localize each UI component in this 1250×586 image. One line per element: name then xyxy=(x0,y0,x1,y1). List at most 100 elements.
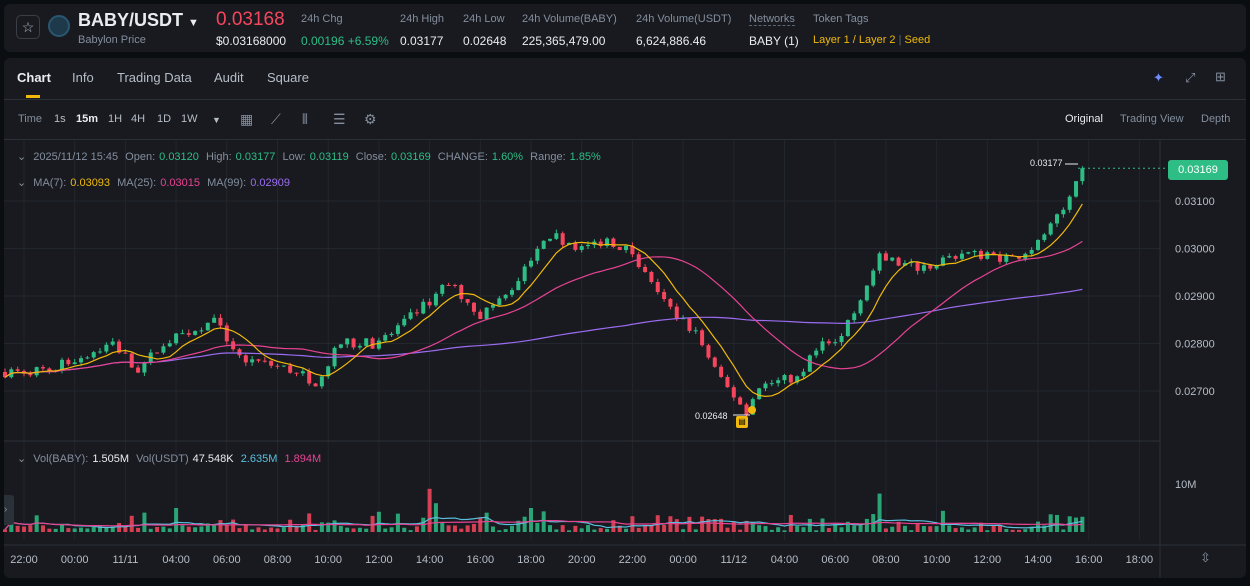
volume-bar xyxy=(490,526,495,532)
tag-seed[interactable]: Seed xyxy=(904,34,931,46)
pair-subtitle-link[interactable]: Babylon Price xyxy=(78,34,146,46)
candle-body xyxy=(649,271,654,283)
chevron-down-icon: ▼ xyxy=(188,17,199,29)
volume-bar xyxy=(243,524,248,532)
interval-1D[interactable]: 1D xyxy=(157,113,172,125)
side-panel-toggle[interactable]: › xyxy=(4,495,14,525)
candle-body xyxy=(136,367,141,373)
favorite-star-button[interactable]: ☆ xyxy=(16,15,40,39)
view-trading-view[interactable]: Trading View xyxy=(1120,113,1184,125)
volume-bar xyxy=(167,528,172,532)
vol-ma2-line xyxy=(4,519,1083,530)
ai-sparkle-icon[interactable]: ✦ xyxy=(1153,70,1164,85)
interval-15m[interactable]: 15m xyxy=(76,113,99,125)
candle-body xyxy=(440,284,445,294)
tag-layer[interactable]: Layer 1 / Layer 2 xyxy=(813,34,896,46)
candle-body xyxy=(624,245,629,251)
candle-body xyxy=(630,245,635,255)
calendar-icon[interactable]: ▦ xyxy=(240,111,254,127)
volume-bar xyxy=(471,524,476,532)
volume-bar xyxy=(1029,526,1034,532)
x-tick-label: 04:00 xyxy=(162,554,190,566)
candle-body xyxy=(997,254,1002,262)
collapse-chevron-icon[interactable]: ⌄ xyxy=(17,177,27,189)
volume-bar xyxy=(332,520,337,532)
tab-trading-data[interactable]: Trading Data xyxy=(117,70,192,85)
volume-bar xyxy=(573,525,578,532)
pair-selector[interactable]: BABY/USDT ▼ xyxy=(78,10,199,31)
collapse-chevron-icon[interactable]: ⌄ xyxy=(17,151,27,163)
volume-bar xyxy=(896,521,901,532)
x-tick-label: 12:00 xyxy=(365,554,393,566)
x-tick-label: 22:00 xyxy=(619,554,647,566)
x-tick-label: 11/11 xyxy=(112,554,138,566)
candle-body xyxy=(858,300,863,314)
gear-icon[interactable]: ⚙ xyxy=(364,111,377,127)
tab-info[interactable]: Info xyxy=(72,70,94,85)
candle-body xyxy=(357,345,362,348)
candle-body xyxy=(586,244,591,247)
x-tick-label: 12:00 xyxy=(974,554,1002,566)
candle-body xyxy=(883,253,888,261)
interval-1W[interactable]: 1W xyxy=(181,113,198,125)
x-tick-label: 16:00 xyxy=(1075,554,1103,566)
volume-bar xyxy=(326,522,331,532)
volume-bar xyxy=(605,528,610,532)
tab-square[interactable]: Square xyxy=(267,70,309,85)
change-value: 1.60% xyxy=(491,151,524,163)
interval-1H[interactable]: 1H xyxy=(108,113,123,125)
volume-bar xyxy=(484,512,489,532)
tab-audit[interactable]: Audit xyxy=(214,70,244,85)
layout-grid-icon[interactable]: ⊞ xyxy=(1215,69,1226,84)
candle-body xyxy=(687,318,692,331)
ma99-value: 0.02909 xyxy=(250,177,290,189)
volume-bar xyxy=(1042,525,1047,532)
candle-type-icon[interactable]: ⫴ xyxy=(302,111,308,127)
volume-bar xyxy=(674,519,679,532)
axis-autofit-icon[interactable]: ⇳ xyxy=(1200,550,1211,565)
candle-body xyxy=(1042,234,1047,240)
indicator-icon[interactable]: ⟋ xyxy=(271,111,281,127)
candle-body xyxy=(47,368,52,371)
view-depth[interactable]: Depth xyxy=(1201,113,1231,125)
interval-1s[interactable]: 1s xyxy=(54,113,66,125)
volume-bar xyxy=(1061,529,1066,532)
collapse-chevron-icon[interactable]: ⌄ xyxy=(17,453,27,465)
candle-body xyxy=(180,333,185,335)
legend-datetime: 2025/11/12 15:45 xyxy=(33,151,119,163)
stat-value[interactable]: BABY (1) xyxy=(749,34,799,48)
interval-4H[interactable]: 4H xyxy=(131,113,146,125)
candle-body xyxy=(991,252,996,255)
volume-legend: ⌄ Vol(BABY): 1.505M Vol(USDT) 47.548K 2.63… xyxy=(17,452,325,465)
candle-body xyxy=(953,256,958,259)
volume-bar xyxy=(877,493,882,532)
token-tags[interactable]: Layer 1 / Layer 2 | Seed xyxy=(813,34,930,46)
candle-body xyxy=(478,311,483,320)
close-value: 0.03169 xyxy=(390,151,431,163)
candle-body xyxy=(877,253,882,271)
candle-body xyxy=(839,336,844,343)
candle-body xyxy=(966,252,971,254)
candle-body xyxy=(218,317,223,326)
volume-bar xyxy=(522,516,527,532)
expand-icon[interactable]: ⤢ xyxy=(1185,70,1196,85)
volume-bar xyxy=(529,508,533,532)
volume-bar xyxy=(250,529,255,532)
candle-body xyxy=(256,359,261,361)
candle-body xyxy=(142,362,147,373)
more-intervals-dropdown[interactable]: ▼ xyxy=(212,115,221,125)
event-marker-icon[interactable]: ▤ xyxy=(736,416,748,428)
open-value: 0.03120 xyxy=(159,151,199,163)
volume-bar xyxy=(427,488,432,532)
x-tick-label: 14:00 xyxy=(1024,554,1052,566)
view-original[interactable]: Original xyxy=(1065,113,1103,125)
candle-body xyxy=(237,349,242,356)
volume-bar xyxy=(617,525,622,532)
settings-list-icon[interactable]: ☰ xyxy=(333,111,346,127)
vol-ma1-value: 2.635M xyxy=(240,453,278,465)
tab-chart[interactable]: Chart xyxy=(17,70,51,85)
candle-body xyxy=(852,313,857,321)
volume-bar xyxy=(129,515,134,532)
candle-body xyxy=(243,355,248,363)
